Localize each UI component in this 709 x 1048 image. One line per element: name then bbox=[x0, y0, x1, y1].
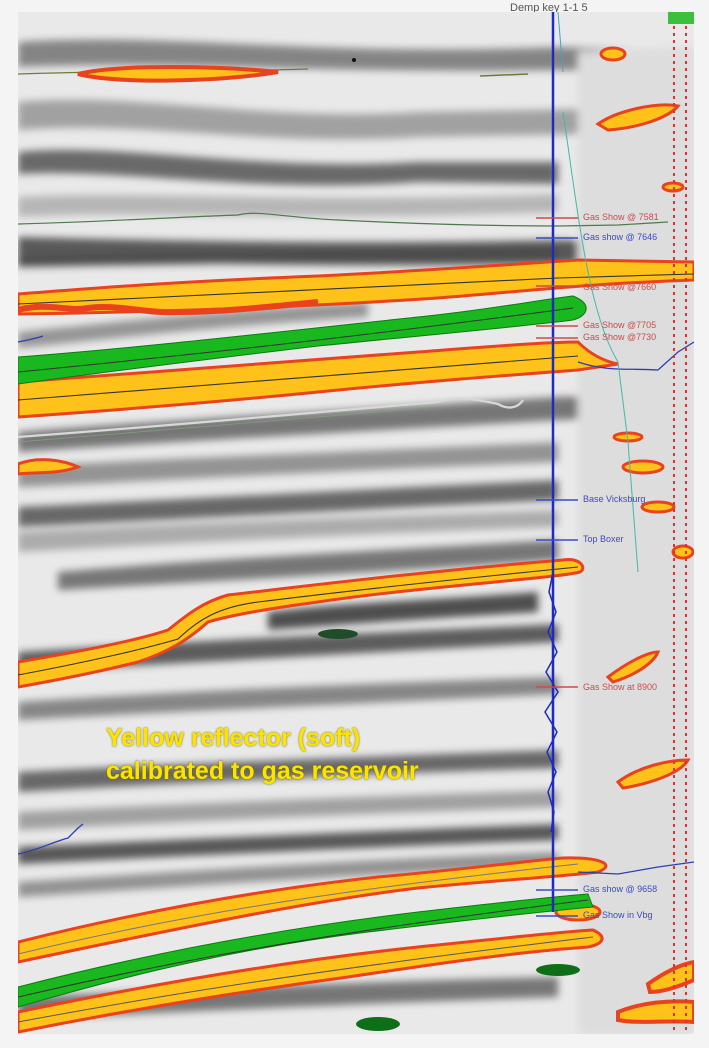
fault-lines bbox=[673, 12, 687, 1034]
marker-label: Gas Show @ 7581 bbox=[583, 212, 659, 222]
annotation-text: Yellow reflector (soft) calibrated to ga… bbox=[106, 722, 419, 788]
annotation-line-1: Yellow reflector (soft) bbox=[106, 724, 361, 752]
well-track[interactable] bbox=[544, 12, 639, 912]
annotation-line-2: calibrated to gas reservoir bbox=[106, 757, 419, 785]
green-marker bbox=[668, 12, 694, 24]
marker-label: Gas Show at 8900 bbox=[583, 682, 657, 692]
marker-label: Gas Show @7660 bbox=[583, 282, 656, 292]
marker-label: Gas show @ 9658 bbox=[583, 884, 657, 894]
well-marker-labels: Gas Show @ 7581 Gas show @ 7646 Gas Show… bbox=[583, 212, 659, 920]
marker-label: Gas Show @7705 bbox=[583, 320, 656, 330]
seismic-gray-bands bbox=[18, 39, 694, 1034]
hard-reflectors bbox=[18, 295, 594, 1031]
well-marker-ticks bbox=[536, 217, 578, 917]
survey-dot bbox=[352, 58, 356, 62]
marker-label: Gas Show @7730 bbox=[583, 332, 656, 342]
marker-label: Base Vicksburg bbox=[583, 494, 645, 504]
marker-label: Gas Show in Vbg bbox=[583, 910, 653, 920]
well-title: Demp key 1-1 5 bbox=[510, 2, 588, 14]
seismic-section: Gas Show @ 7581 Gas show @ 7646 Gas Show… bbox=[18, 12, 694, 1034]
marker-label: Top Boxer bbox=[583, 534, 624, 544]
blue-horizons bbox=[18, 335, 694, 875]
marker-label: Gas show @ 7646 bbox=[583, 232, 657, 242]
